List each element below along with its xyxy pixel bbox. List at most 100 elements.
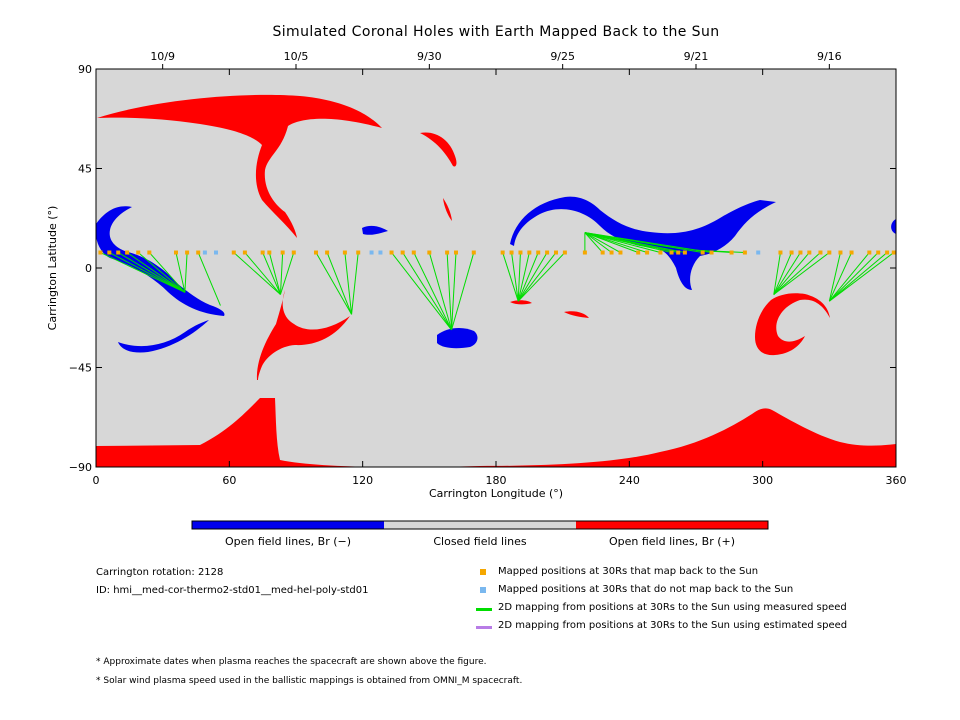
mapped-position-marker [136, 250, 141, 255]
mapped-position-marker [636, 250, 641, 255]
mapping-line [517, 252, 548, 302]
small-positive-fleck [564, 311, 589, 318]
mapping-line [773, 252, 801, 295]
mapping-line [517, 252, 557, 302]
mapped-position-marker [676, 250, 681, 255]
mapping-line [126, 252, 186, 293]
mapping-line [828, 252, 879, 302]
mapping-line [517, 252, 539, 302]
mapping-line [451, 252, 457, 330]
mapped-position-marker [260, 250, 265, 255]
mapping-line [279, 252, 284, 295]
mapping-line [175, 252, 186, 293]
mapped-position-marker [400, 250, 405, 255]
legend-label: Mapped positions at 30Rs that do not map… [498, 584, 794, 595]
mapping-line [268, 252, 281, 295]
x-tick-label: 360 [886, 474, 907, 487]
mapped-position-marker [500, 250, 505, 255]
map-plot-area [95, 68, 897, 468]
mapped-position-marker [545, 250, 550, 255]
mapped-position-marker [445, 250, 450, 255]
mapping-line [428, 252, 453, 331]
mapping-line [413, 252, 453, 331]
mapping-line [773, 252, 781, 295]
unmapped-position-marker [756, 250, 761, 255]
mapping-line [244, 252, 281, 295]
mapped-position-marker [518, 250, 523, 255]
mapped-position-marker [645, 250, 650, 255]
unmapped-position-marker [378, 250, 383, 255]
unmapped-position-marker [214, 250, 218, 255]
mapping-line [584, 232, 712, 254]
mapped-position-marker [891, 250, 896, 255]
mapped-position-marker [471, 250, 476, 255]
mapped-position-marker [411, 250, 416, 255]
green-line-icon [476, 608, 492, 611]
mapped-position-marker [267, 250, 272, 255]
mapping-line [517, 252, 530, 302]
mapped-position-marker [709, 250, 714, 255]
mapping-line [351, 252, 359, 315]
mapping-line [502, 252, 519, 302]
east-negative-edge-hole [891, 219, 896, 234]
mapping-line [829, 252, 895, 302]
mapping-line [402, 252, 452, 331]
north-positive-fleck [443, 198, 452, 221]
mapping-line [344, 252, 353, 315]
axes: 0 60 120 180 240 300 360 90 45 0 −45 −90 10/9 10/5 9/3… [69, 50, 907, 487]
x-tick-label: 300 [752, 474, 773, 487]
mapping-line [773, 252, 830, 295]
top-date-label: 9/30 [417, 50, 442, 63]
mapped-position-marker [342, 250, 347, 255]
mapping-line [279, 252, 295, 295]
mapped-position-marker [454, 250, 458, 255]
mapping-line [184, 252, 188, 293]
mapped-position-marker [789, 250, 794, 255]
unmapped-position-marker [202, 250, 207, 255]
mapped-position-marker [554, 250, 558, 255]
south-hook-positive-hole [256, 290, 350, 380]
y-tick-label: −90 [69, 461, 92, 474]
mapping-line [233, 252, 281, 295]
top-date-label: 10/9 [150, 50, 175, 63]
mapped-position-marker [389, 250, 394, 255]
mapping-line [262, 252, 281, 295]
mapped-position-marker [174, 250, 178, 255]
light-blue-square-icon [480, 587, 486, 593]
mapped-position-marker [876, 250, 881, 255]
mapping-line [446, 252, 453, 330]
colorbar-label-positive: Open field lines, Br (+) [609, 535, 735, 548]
closed-field-background [96, 69, 896, 467]
top-date-label: 9/21 [684, 50, 709, 63]
negative-open-regions [95, 196, 896, 353]
y-tick-label: 45 [78, 163, 92, 176]
purple-line-icon [476, 626, 492, 629]
west-negative-edge-hole [95, 206, 225, 316]
mapping-line [517, 252, 566, 302]
mapped-position-marker [609, 250, 614, 255]
x-axis-label: Carrington Longitude (°) [429, 487, 563, 500]
mapped-position-marker [885, 250, 890, 255]
mapping-line [584, 232, 604, 253]
colorbar-negative-segment [192, 521, 384, 529]
mapped-position-marker [116, 250, 121, 255]
colorbar-frame [191, 520, 769, 530]
legend-label: Mapped positions at 30Rs that map back t… [498, 566, 759, 577]
x-tick-label: 60 [222, 474, 236, 487]
mapping-line [451, 252, 475, 331]
x-tick-label: 120 [352, 474, 373, 487]
small-positive-spot [510, 300, 532, 305]
mapped-position-marker [700, 250, 705, 255]
mapped-position-marker [838, 250, 843, 255]
mapping-line [584, 232, 648, 253]
y-tick-label: 0 [85, 262, 92, 275]
crescent-positive-hole [755, 293, 830, 356]
mapped-position-marker [107, 250, 112, 255]
carrington-rotation: Carrington rotation: 2128 [96, 567, 224, 578]
unmapped-position-marker [369, 250, 374, 255]
mapping-line [828, 252, 870, 302]
colorbar-closed-segment [384, 521, 576, 529]
top-date-label: 10/5 [284, 50, 309, 63]
mapping-line [137, 252, 186, 293]
colorbar-label-closed: Closed field lines [433, 535, 527, 548]
